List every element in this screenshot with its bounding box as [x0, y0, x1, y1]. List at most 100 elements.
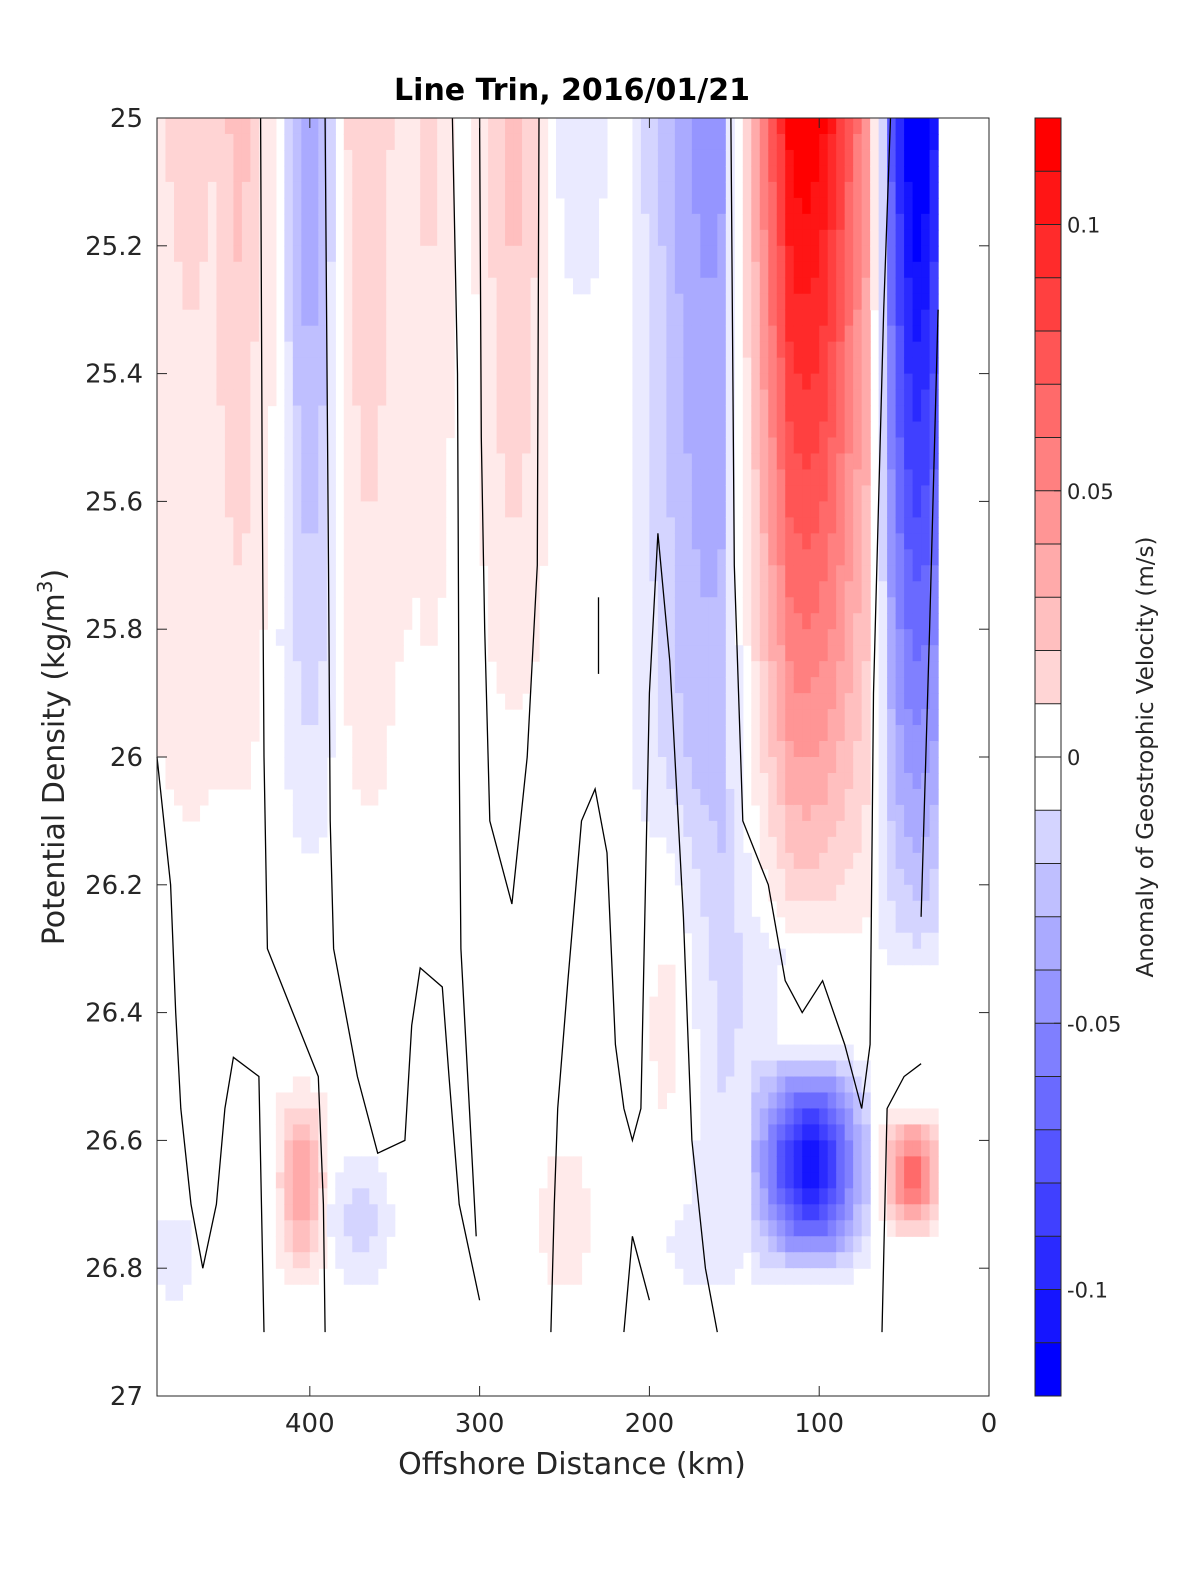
velocity-cell	[666, 565, 676, 582]
velocity-cell	[377, 677, 387, 694]
velocity-cell	[861, 581, 871, 598]
velocity-cell	[674, 485, 684, 502]
velocity-cell	[853, 118, 863, 135]
velocity-cell	[657, 645, 667, 662]
velocity-cell	[853, 1108, 863, 1126]
velocity-cell	[284, 709, 294, 726]
velocity-cell	[377, 565, 387, 582]
velocity-cell	[776, 325, 786, 343]
velocity-cell	[640, 533, 651, 550]
velocity-cell	[284, 757, 294, 774]
velocity-cell	[292, 389, 302, 407]
velocity-cell	[411, 501, 421, 518]
velocity-cell	[887, 325, 897, 343]
velocity-cell	[182, 245, 192, 263]
velocity-cell	[904, 1220, 914, 1237]
velocity-cell	[725, 1156, 735, 1173]
velocity-cell	[878, 581, 888, 598]
velocity-cell	[666, 629, 676, 646]
velocity-cell	[522, 389, 532, 407]
velocity-cell	[827, 1252, 837, 1269]
velocity-cell	[343, 661, 353, 678]
velocity-cell	[742, 932, 752, 950]
velocity-cell	[403, 373, 413, 391]
velocity-cell	[768, 293, 778, 311]
y-axis-label-main: Potential Density (kg/m	[37, 593, 72, 945]
velocity-cell	[411, 149, 421, 167]
velocity-cell	[912, 788, 922, 806]
velocity-cell	[573, 277, 583, 295]
velocity-cell	[343, 629, 353, 646]
velocity-cell	[793, 900, 803, 918]
velocity-cell	[420, 325, 430, 343]
velocity-cell	[377, 341, 387, 359]
velocity-cell	[717, 549, 727, 566]
velocity-cell	[420, 357, 430, 375]
velocity-cell	[691, 852, 701, 870]
velocity-cell	[284, 1220, 294, 1237]
velocity-cell	[309, 1124, 319, 1141]
velocity-cell	[912, 181, 922, 199]
velocity-cell	[182, 629, 192, 646]
velocity-cell	[513, 325, 523, 343]
velocity-cell	[182, 181, 192, 199]
velocity-cell	[352, 709, 362, 726]
velocity-cell	[853, 597, 863, 614]
velocity-cell	[165, 677, 175, 694]
velocity-cell	[377, 533, 387, 550]
velocity-cell	[674, 453, 684, 471]
velocity-cell	[861, 197, 871, 215]
velocity-cell	[505, 118, 515, 135]
velocity-cell	[785, 565, 795, 582]
velocity-cell	[912, 1108, 922, 1126]
velocity-cell	[717, 645, 727, 662]
velocity-cell	[844, 884, 854, 902]
velocity-cell	[657, 661, 667, 678]
velocity-cell	[216, 645, 226, 662]
velocity-cell	[683, 261, 693, 279]
velocity-cell	[708, 757, 718, 774]
velocity-cell	[904, 421, 914, 439]
velocity-cell	[437, 565, 447, 582]
velocity-cell	[207, 757, 218, 774]
velocity-cell	[912, 884, 922, 902]
velocity-cell	[275, 1092, 285, 1110]
velocity-cell	[199, 613, 209, 630]
velocity-cell	[836, 1236, 846, 1253]
velocity-cell	[700, 709, 710, 726]
velocity-cell	[318, 549, 328, 566]
velocity-cell	[844, 836, 854, 854]
velocity-cell	[411, 453, 421, 471]
velocity-cell	[649, 149, 659, 167]
velocity-cell	[887, 373, 897, 391]
velocity-cell	[708, 261, 718, 279]
velocity-cell	[488, 261, 498, 279]
velocity-cell	[887, 501, 897, 518]
velocity-cell	[284, 629, 294, 646]
velocity-cell	[352, 133, 362, 151]
velocity-cell	[793, 149, 803, 167]
velocity-cell	[666, 1236, 676, 1253]
velocity-cell	[224, 501, 235, 518]
velocity-cell	[708, 597, 718, 614]
velocity-cell	[717, 325, 727, 343]
velocity-cell	[929, 884, 939, 902]
velocity-cell	[683, 693, 693, 710]
velocity-cell	[802, 661, 812, 678]
velocity-cell	[437, 517, 447, 534]
velocity-cell	[742, 245, 752, 263]
velocity-cell	[250, 725, 260, 742]
velocity-cell	[573, 1220, 583, 1237]
velocity-cell	[785, 836, 795, 854]
velocity-cell	[853, 1172, 863, 1189]
velocity-cell	[751, 517, 761, 534]
velocity-cell	[904, 709, 914, 726]
velocity-cell	[309, 677, 319, 694]
velocity-cell	[912, 772, 922, 790]
velocity-cell	[343, 1220, 353, 1237]
velocity-cell	[301, 485, 311, 502]
velocity-cell	[768, 325, 778, 343]
velocity-cell	[360, 118, 370, 135]
velocity-cell	[403, 389, 413, 407]
velocity-cell	[165, 1252, 175, 1269]
